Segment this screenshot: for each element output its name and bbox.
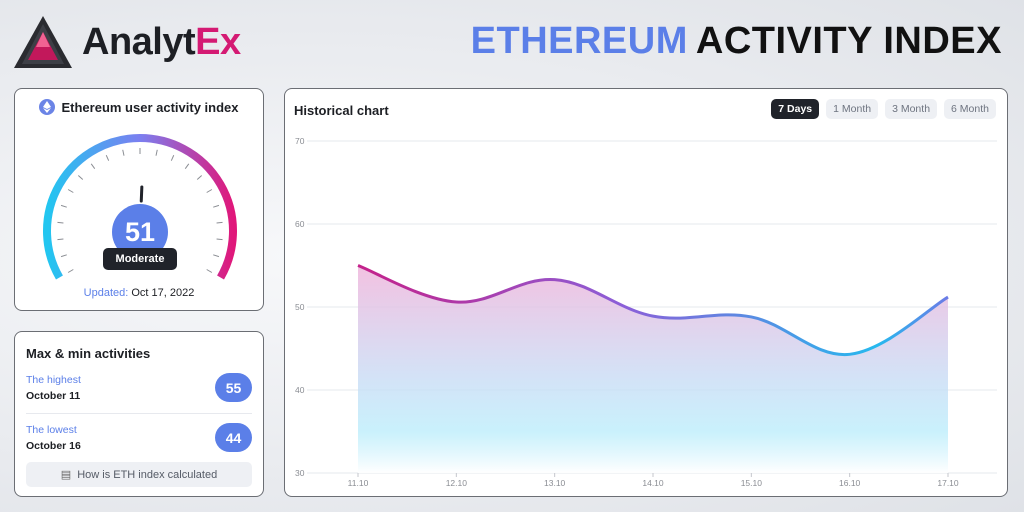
x-tick-label: 15.10 [741, 478, 763, 488]
gauge-card: Ethereum user activity index 51 Moderate… [14, 88, 264, 311]
gauge-tick [216, 221, 223, 224]
gauge-title: Ethereum user activity index [61, 99, 239, 115]
lowest-date: October 16 [26, 440, 81, 452]
chart-card: 30 40 50 60 70 11.10 12.10 13.10 14.10 15.10 16.10… [284, 88, 1008, 497]
page-title: ETHEREUM ACTIVITY INDEX [470, 20, 1002, 62]
highest-date: October 11 [26, 390, 81, 402]
tab-3-month[interactable]: 3 Month [885, 99, 938, 119]
y-tick-label: 70 [295, 136, 305, 146]
status-badge: Moderate [103, 248, 177, 270]
gauge-tick [184, 163, 190, 169]
chart-area [358, 265, 948, 473]
gauge-tick [57, 221, 64, 224]
y-tick-label: 60 [295, 219, 305, 229]
gauge-dial [43, 134, 237, 280]
y-tick-label: 50 [295, 302, 305, 312]
historical-chart: 30 40 50 60 70 11.10 12.10 13.10 14.10 15.10 16.10… [295, 136, 997, 488]
gauge-tick [155, 149, 158, 156]
logo: AnalytEx [12, 14, 241, 70]
lowest-label: The lowest [26, 424, 77, 436]
lowest-value-badge: 44 [215, 423, 252, 452]
ethereum-icon [39, 99, 56, 115]
tab-7-days[interactable]: 7 Days [771, 99, 820, 119]
gauge-tick [57, 238, 64, 241]
gauge-tick [67, 189, 74, 193]
gauge-tick [206, 189, 213, 193]
gauge-tick [105, 154, 110, 161]
gauge-tick [77, 175, 84, 180]
highest-label: The highest [26, 374, 81, 386]
gauge-tick [90, 163, 96, 169]
gauge-needle [139, 185, 144, 203]
maxmin-card: Max & min activities The highest October… [14, 331, 264, 497]
range-tabs: 7 Days 1 Month 3 Month 6 Month [771, 99, 996, 119]
how-calculated-button[interactable]: ▤ How is ETH index calculated [26, 462, 252, 487]
lowest-row: The lowest October 16 44 [26, 420, 252, 460]
x-tick-label: 16.10 [839, 478, 861, 488]
maxmin-title: Max & min activities [26, 346, 151, 361]
gauge-tick [67, 269, 74, 273]
gauge-tick [213, 204, 220, 208]
gauge-tick [122, 149, 125, 156]
gauge-tick [170, 154, 175, 161]
highest-value-badge: 55 [215, 373, 252, 402]
y-tick-label: 40 [295, 385, 305, 395]
x-tick-label: 14.10 [642, 478, 664, 488]
x-tick-label: 13.10 [544, 478, 566, 488]
updated-text: Updated: Oct 17, 2022 [83, 287, 195, 299]
gauge-tick [213, 254, 220, 258]
gauge-tick [206, 269, 213, 273]
chart-line [357, 264, 949, 356]
gauge-header: Ethereum user activity index [15, 99, 263, 115]
y-tick-label: 30 [295, 468, 305, 478]
gauge-arc [43, 134, 237, 280]
brand-name: AnalytEx [82, 20, 241, 63]
x-tick-label: 11.10 [348, 478, 369, 488]
gauge-tick [216, 238, 223, 241]
gauge-tick [196, 175, 203, 180]
book-icon: ▤ [60, 469, 72, 481]
highest-row: The highest October 11 55 [26, 370, 252, 414]
logo-triangle-icon [14, 16, 72, 68]
x-tick-label: 12.10 [446, 478, 468, 488]
x-tick-label: 17.10 [937, 478, 959, 488]
gauge-tick [60, 254, 67, 258]
tab-1-month[interactable]: 1 Month [826, 99, 879, 119]
tab-6-month[interactable]: 6 Month [944, 99, 996, 119]
gauge-tick [60, 204, 67, 208]
chart-title: Historical chart [294, 103, 389, 118]
